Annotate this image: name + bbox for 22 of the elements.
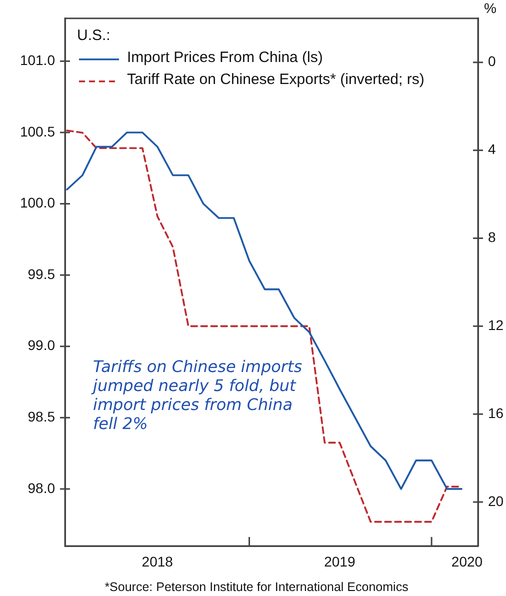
y2-tick-label: 16 (488, 404, 504, 421)
y2-tick-label: 8 (488, 229, 496, 246)
y-tick-label: 98.0 (28, 480, 56, 496)
x-tick-label: 2019 (324, 553, 356, 570)
annotation: Tariffs on Chinese imports jumped nearly 5 fold, but import prices from China fell 2% (91, 357, 302, 434)
y-tick-label: 99.0 (28, 337, 56, 354)
legend-label: Tariff Rate on Chinese Exports* (inverted; rs) (127, 71, 424, 88)
legend-label: Import Prices From China (ls) (127, 49, 323, 66)
x-tick-label: 2018 (142, 553, 174, 570)
y2-tick-label: 4 (488, 141, 496, 158)
legend-title: U.S.: (77, 27, 110, 44)
x-tick-label: 2020 (451, 553, 483, 570)
y-tick-label: 101.0 (20, 52, 56, 68)
y2-axis-title: % (484, 0, 496, 16)
y-tick-label: 100.0 (20, 194, 56, 211)
y-tick-label: 99.5 (28, 266, 56, 282)
y-tick-label: 100.5 (20, 123, 56, 140)
y-tick-label: 98.5 (28, 408, 56, 425)
y2-tick-label: 20 (488, 492, 504, 509)
text: *Source: Peterson Institute for International Economics (104, 580, 408, 594)
y2-tick-label: 0 (488, 53, 496, 70)
y2-tick-label: 12 (488, 317, 504, 334)
